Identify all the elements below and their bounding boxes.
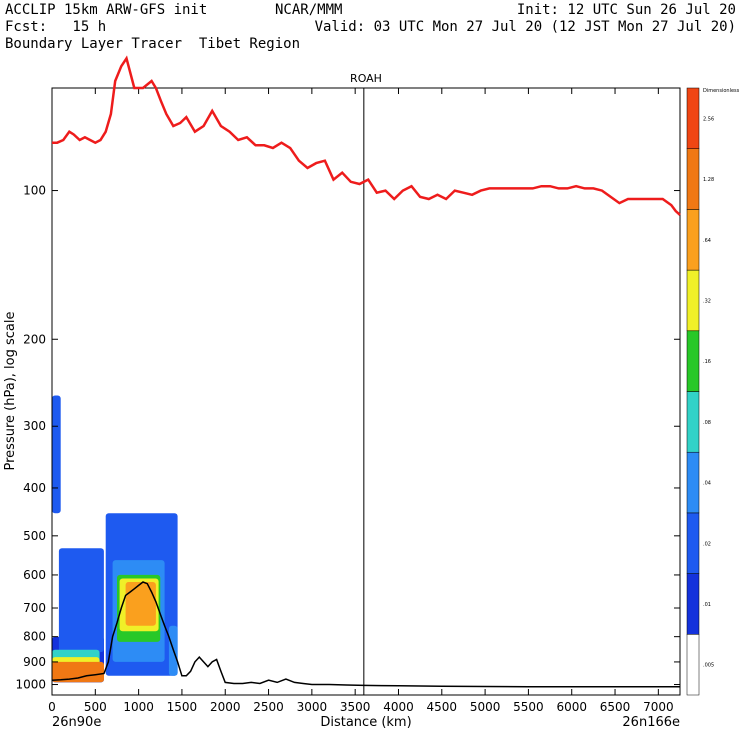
header-line3-left: Boundary Layer Tracer Tibet Region bbox=[5, 36, 301, 52]
x-tick-label: 6000 bbox=[556, 700, 587, 714]
x-tick-label: 5500 bbox=[513, 700, 544, 714]
x-tick-label: 5000 bbox=[470, 700, 501, 714]
y-tick-label: 100 bbox=[23, 184, 46, 198]
red-tracer-contour bbox=[52, 55, 681, 216]
y-tick-labels: 100 200 300 400 500 600 700 800 900 1000 bbox=[15, 184, 46, 692]
y-tick-label: 200 bbox=[23, 332, 46, 346]
colorbar-label: .01 bbox=[703, 602, 711, 608]
y-tick-label: 700 bbox=[23, 601, 46, 615]
y-tick-label: 600 bbox=[23, 568, 46, 582]
y-axis-label: Pressure (hPa), log scale bbox=[3, 312, 18, 471]
y-tick-label: 400 bbox=[23, 481, 46, 495]
header-line2-left: Fcst: 15 h bbox=[5, 19, 107, 35]
plot-frame bbox=[51, 87, 681, 696]
tracer-shading-region bbox=[52, 395, 61, 514]
colorbar-label: .16 bbox=[703, 359, 711, 365]
y-tick-label: 300 bbox=[23, 419, 46, 433]
colorbar-label: .04 bbox=[703, 481, 711, 487]
x-tick-label: 0 bbox=[48, 700, 56, 714]
header-line1-right: Init: 12 UTC Sun 26 Jul 20 bbox=[516, 2, 736, 18]
colorbar-title: Dimensionless bbox=[703, 88, 740, 94]
colorbar-segment bbox=[686, 573, 700, 635]
y-tick-label: 900 bbox=[23, 655, 46, 669]
terrain-line bbox=[51, 581, 680, 688]
y-tick-label: 800 bbox=[23, 630, 46, 644]
x-start-label: 26n90e bbox=[52, 715, 101, 730]
x-tick-label: 4000 bbox=[383, 700, 414, 714]
colorbar-segment bbox=[686, 512, 700, 574]
colorbar-segment bbox=[686, 451, 700, 514]
colorbar-segment bbox=[686, 87, 700, 149]
colorbar-label: .08 bbox=[703, 420, 711, 426]
y-tick-label: 500 bbox=[23, 529, 46, 543]
x-tick-label: 3500 bbox=[340, 700, 371, 714]
x-axis-label: Distance (km) bbox=[320, 715, 411, 730]
x-tick-label: 6500 bbox=[600, 700, 631, 714]
colorbar-segment bbox=[686, 634, 700, 696]
y-tick-label: 1000 bbox=[15, 678, 46, 692]
colorbar-segment bbox=[686, 391, 700, 453]
colorbar-label: .32 bbox=[703, 298, 711, 304]
header-line2-right: Valid: 03 UTC Mon 27 Jul 20 (12 JST Mon … bbox=[314, 19, 736, 35]
x-tick-label: 2500 bbox=[253, 700, 284, 714]
tracer-shading-region bbox=[125, 582, 156, 626]
colorbar: .005 .01 .02 .04 .08 .16 .32 .64 1.28 2.56 Dimensi… bbox=[686, 87, 740, 696]
colorbar-segment bbox=[686, 148, 700, 210]
colorbar-label: .64 bbox=[703, 238, 711, 244]
axis-ticks bbox=[51, 88, 680, 695]
x-tick-label: 4500 bbox=[427, 700, 458, 714]
x-tick-label: 7000 bbox=[643, 700, 674, 714]
panel-title: ROAH bbox=[350, 72, 382, 85]
x-tick-label: 1000 bbox=[123, 700, 154, 714]
x-tick-labels: 0 500 1000 1500 2000 2500 3000 3500 4000 4500 5000… bbox=[48, 700, 673, 714]
colorbar-segment bbox=[686, 269, 700, 332]
colorbar-label: .005 bbox=[703, 663, 714, 669]
x-tick-label: 2000 bbox=[210, 700, 241, 714]
header-line1-center: NCAR/MMM bbox=[275, 2, 343, 18]
tracer-shading-region bbox=[52, 661, 104, 683]
x-tick-label: 3000 bbox=[297, 700, 328, 714]
colorbar-label: .02 bbox=[703, 541, 711, 547]
x-tick-label: 1500 bbox=[167, 700, 198, 714]
x-end-label: 26n166e bbox=[622, 715, 680, 730]
tracer-shading-region bbox=[58, 548, 104, 653]
colorbar-segment bbox=[686, 330, 700, 392]
tracer-shading bbox=[52, 395, 178, 683]
x-tick-label: 500 bbox=[84, 700, 107, 714]
colorbar-label: 2.56 bbox=[703, 116, 714, 122]
colorbar-segment bbox=[686, 209, 700, 271]
colorbar-label: 1.28 bbox=[703, 177, 714, 183]
header-line1-left: ACCLIP 15km ARW-GFS init bbox=[5, 2, 208, 18]
